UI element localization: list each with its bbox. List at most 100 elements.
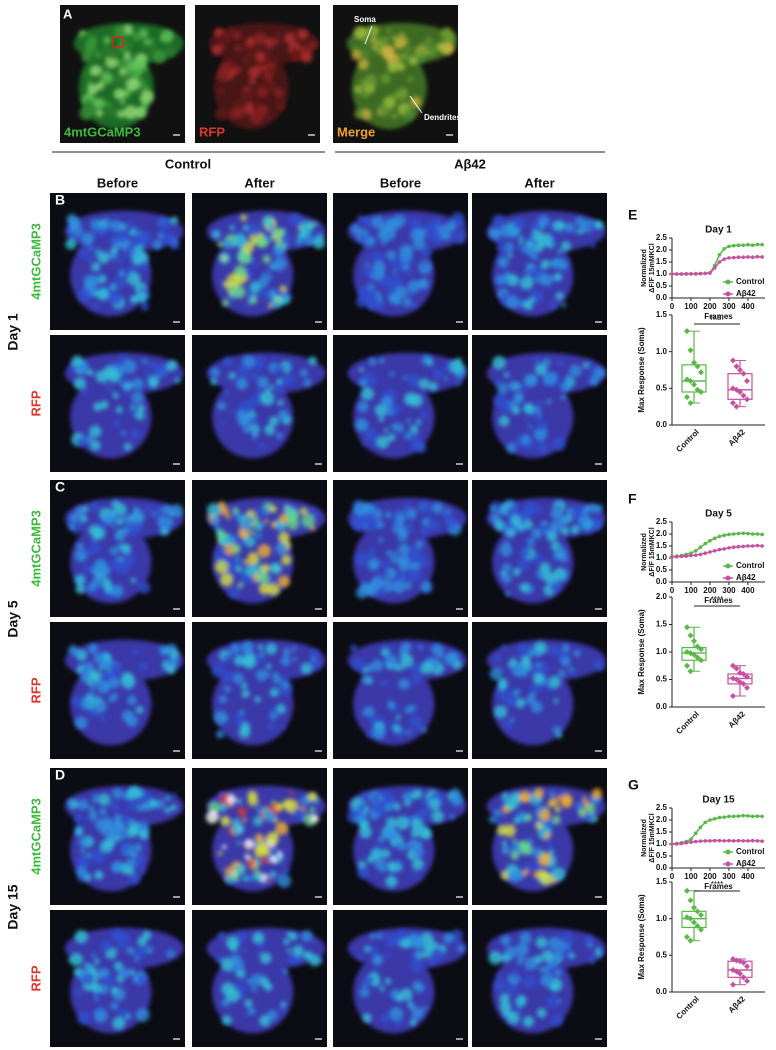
y-tick-label: 1.0 bbox=[656, 553, 668, 562]
spot bbox=[259, 941, 267, 949]
spot bbox=[80, 231, 94, 246]
spot bbox=[225, 514, 231, 520]
spot bbox=[515, 698, 526, 709]
spot bbox=[410, 958, 424, 973]
spot bbox=[457, 944, 465, 953]
spot bbox=[523, 373, 538, 387]
spot bbox=[220, 815, 231, 827]
spot bbox=[275, 542, 288, 555]
spot bbox=[395, 993, 404, 1003]
spot bbox=[407, 1002, 415, 1009]
spot bbox=[250, 530, 256, 536]
tissue bbox=[64, 497, 184, 604]
spot bbox=[278, 1007, 286, 1014]
series-marker bbox=[717, 534, 722, 539]
spot bbox=[260, 395, 266, 402]
y-tick-label: 0.5 bbox=[656, 281, 668, 290]
spot bbox=[377, 229, 387, 240]
spot bbox=[112, 788, 123, 800]
y-tick-label: 1.5 bbox=[656, 257, 668, 266]
spot bbox=[65, 238, 77, 250]
spot bbox=[300, 662, 313, 675]
spot bbox=[521, 434, 531, 445]
spot bbox=[406, 418, 412, 424]
micrograph bbox=[192, 335, 327, 472]
spot bbox=[253, 846, 266, 858]
spot bbox=[125, 680, 131, 686]
spot bbox=[241, 420, 246, 425]
spot bbox=[76, 866, 88, 878]
channel-label: RFP bbox=[28, 390, 43, 416]
spot bbox=[417, 278, 429, 290]
spot bbox=[125, 77, 140, 92]
spot bbox=[506, 983, 519, 995]
significance-label: **** bbox=[711, 595, 723, 604]
spot bbox=[113, 88, 125, 100]
spot bbox=[523, 862, 533, 872]
spot bbox=[103, 681, 112, 690]
spot bbox=[221, 299, 230, 307]
y-tick-label: 2.5 bbox=[656, 803, 668, 812]
spot bbox=[594, 660, 606, 672]
series-marker bbox=[698, 839, 703, 843]
chart-title: Day 15 bbox=[702, 795, 735, 806]
spot bbox=[257, 571, 270, 584]
spot bbox=[531, 528, 541, 538]
spot bbox=[73, 968, 81, 976]
spot bbox=[359, 92, 365, 98]
spot bbox=[370, 442, 376, 448]
spot bbox=[244, 564, 257, 577]
spot bbox=[222, 654, 231, 662]
series-marker bbox=[712, 817, 717, 821]
data-point bbox=[694, 908, 701, 915]
series-marker bbox=[750, 255, 755, 259]
spot bbox=[75, 649, 88, 661]
spot bbox=[228, 803, 234, 808]
spot bbox=[532, 673, 544, 684]
spot bbox=[557, 795, 562, 800]
spot bbox=[589, 242, 596, 248]
spot bbox=[255, 52, 265, 62]
spot bbox=[253, 859, 261, 867]
tissue bbox=[208, 22, 319, 130]
data-point bbox=[737, 389, 743, 395]
series-marker bbox=[750, 814, 755, 819]
spot bbox=[418, 260, 432, 275]
spot bbox=[272, 262, 281, 272]
spot bbox=[144, 38, 151, 45]
spot bbox=[80, 515, 88, 523]
spot bbox=[361, 675, 369, 684]
spot bbox=[129, 229, 135, 235]
series-marker bbox=[703, 551, 708, 555]
spot bbox=[569, 953, 576, 960]
micrograph bbox=[50, 622, 185, 759]
spot bbox=[138, 581, 151, 594]
spot bbox=[421, 518, 430, 527]
spot bbox=[85, 435, 95, 444]
spot bbox=[500, 935, 511, 946]
series-marker bbox=[736, 243, 741, 247]
spot bbox=[434, 217, 442, 225]
series-marker bbox=[703, 839, 708, 843]
spot bbox=[390, 112, 398, 120]
data-point bbox=[733, 403, 740, 410]
spot bbox=[257, 544, 271, 558]
spot bbox=[98, 223, 106, 231]
spot bbox=[536, 1008, 547, 1018]
tissue bbox=[347, 785, 467, 892]
spot bbox=[560, 381, 571, 393]
spot bbox=[308, 40, 318, 50]
spot bbox=[303, 234, 315, 246]
spot bbox=[219, 506, 230, 516]
spot bbox=[517, 811, 527, 821]
data-point bbox=[737, 970, 743, 977]
spot bbox=[245, 845, 251, 851]
spot bbox=[81, 699, 92, 711]
series-marker bbox=[670, 272, 674, 276]
spot bbox=[372, 954, 384, 966]
tissue bbox=[73, 22, 184, 130]
spot bbox=[428, 798, 441, 811]
spot bbox=[220, 573, 234, 587]
spot bbox=[93, 402, 103, 412]
spot bbox=[524, 813, 533, 822]
